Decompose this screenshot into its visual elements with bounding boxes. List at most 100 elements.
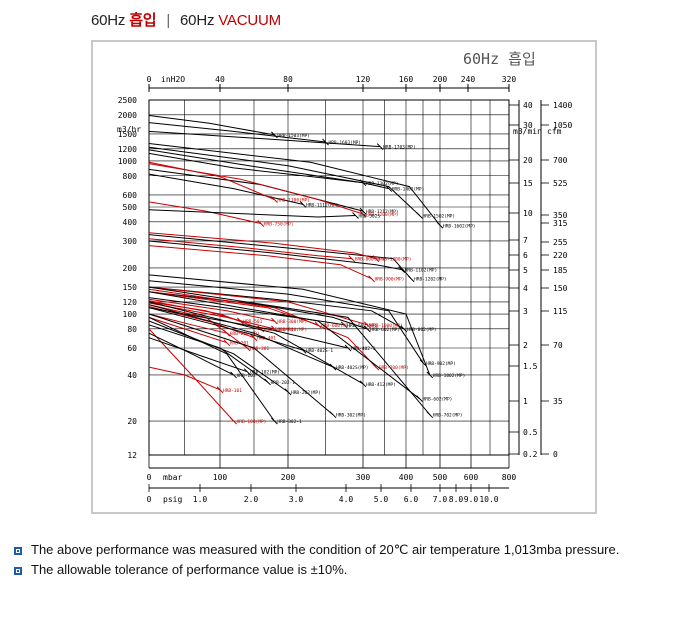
series-end-mark bbox=[230, 371, 237, 379]
heading-suction: 흡입 bbox=[129, 12, 157, 29]
series-label: HRB-1112(MP) bbox=[306, 202, 339, 208]
series-label: HRB-502(MP) bbox=[347, 323, 377, 329]
heading-separator: | bbox=[166, 12, 171, 29]
right-axis-tick-label-cfm: 185 bbox=[553, 266, 568, 275]
series-end-mark bbox=[368, 275, 375, 283]
top-axis-tick-label: 0 bbox=[147, 75, 152, 84]
series-label: HRB-402S(MP) bbox=[336, 365, 369, 371]
left-axis-tick-label: 1000 bbox=[118, 157, 137, 166]
top-axis-tick-label: 120 bbox=[356, 75, 371, 84]
series-end-mark bbox=[243, 368, 251, 376]
series-label: HRB-900(MP) bbox=[375, 277, 405, 283]
series-line bbox=[148, 297, 345, 326]
series-label: HRB-500(MP) bbox=[264, 327, 294, 333]
series-line bbox=[148, 286, 431, 416]
bottom-axis-tick-label-psig: 0 bbox=[147, 495, 152, 504]
bottom-axis-tick-label-psig: 2.0 bbox=[244, 495, 259, 504]
bottom-axis-tick-label-mbar: 0 bbox=[147, 473, 152, 482]
series-label: HRB-302(MP) bbox=[336, 413, 366, 419]
series-end-mark bbox=[416, 212, 423, 219]
series-line bbox=[148, 201, 261, 224]
series-line bbox=[148, 149, 389, 190]
series-label: HRB-602(MP) bbox=[370, 327, 400, 333]
series-end-mark bbox=[372, 363, 380, 371]
bottom-axis-tick-label-mbar: 500 bbox=[433, 473, 448, 482]
series-line bbox=[148, 298, 275, 322]
series-line bbox=[148, 302, 275, 330]
note-1-text: The above performance was measured with … bbox=[31, 542, 620, 557]
left-axis-tick-label: 20 bbox=[127, 417, 137, 426]
top-axis-tick-label: 320 bbox=[502, 75, 517, 84]
top-axis-label: inH2O bbox=[161, 75, 185, 84]
series-end-mark bbox=[372, 255, 380, 262]
right-axis-tick-label-m3min: 7 bbox=[523, 236, 528, 245]
note-2: The allowable tolerance of performance v… bbox=[14, 562, 347, 577]
plot-border bbox=[148, 99, 510, 456]
series-end-mark bbox=[322, 138, 329, 146]
right-axis-tick-label-cfm: 115 bbox=[553, 307, 568, 316]
series-label: HRB-1503(MP) bbox=[277, 133, 310, 139]
series-label: HRB-102(MP) bbox=[250, 370, 280, 376]
left-axis-tick-label: 40 bbox=[127, 371, 137, 380]
left-axis-tick-label: 800 bbox=[123, 172, 138, 181]
left-axis-tick-label: 1200 bbox=[118, 145, 137, 154]
series-line bbox=[148, 115, 275, 136]
series-line bbox=[148, 234, 412, 280]
left-axis-tick-label: 200 bbox=[123, 264, 138, 273]
series-line bbox=[148, 122, 326, 143]
right-axis-tick-label-cfm: 0 bbox=[553, 450, 558, 459]
right-axis-tick-label-cfm: 1050 bbox=[553, 121, 572, 130]
series-line bbox=[148, 274, 431, 376]
series-label: HRB-1603(MP) bbox=[329, 140, 362, 146]
series-line bbox=[148, 152, 364, 184]
series-end-mark bbox=[359, 380, 367, 388]
chart-title: 60Hz 흡입 bbox=[463, 50, 536, 68]
series-label: HRB-402S-1 bbox=[306, 348, 333, 354]
left-axis-tick-label: 500 bbox=[123, 203, 138, 212]
series-end-mark bbox=[352, 212, 359, 219]
right-axis-tick-label-m3min: 10 bbox=[523, 209, 533, 218]
left-axis-tick-label: 600 bbox=[123, 191, 138, 200]
series-label: HRB-1300(MP) bbox=[379, 257, 412, 263]
series-end-mark bbox=[271, 317, 278, 325]
right-axis-tick-label-cfm: 255 bbox=[553, 238, 568, 247]
series-label: HRB-1212(MP) bbox=[366, 209, 399, 215]
right-axis-tick-label-cfm: 350 bbox=[553, 211, 568, 220]
series-end-mark bbox=[416, 395, 423, 403]
left-axis-tick-label: 80 bbox=[127, 325, 137, 334]
series-line bbox=[148, 291, 368, 330]
series-end-mark bbox=[250, 334, 258, 342]
series-end-mark bbox=[299, 201, 307, 208]
heading-vacuum: VACUUM bbox=[218, 12, 281, 29]
series-label: HRB-1202(MP) bbox=[414, 277, 447, 283]
series-line bbox=[148, 143, 441, 226]
series-line bbox=[148, 313, 227, 334]
series-line bbox=[148, 238, 352, 260]
bottom-axis-tick-label-psig: 8.0 bbox=[449, 495, 464, 504]
right-axis-tick-label-m3min: 5 bbox=[523, 266, 528, 275]
left-axis-tick-label: 1500 bbox=[118, 130, 137, 139]
bottom-axis-label-psig: psig bbox=[163, 495, 182, 504]
right-axis-tick-label-m3min: 30 bbox=[523, 121, 533, 130]
left-axis-tick-label: 2000 bbox=[118, 111, 137, 120]
left-axis-tick-label: 2500 bbox=[118, 96, 137, 105]
series-label: HRB-302S bbox=[359, 214, 381, 220]
left-axis-tick-label: 300 bbox=[123, 237, 138, 246]
series-label: HRB-400(MP) bbox=[277, 327, 307, 333]
page-heading: 60Hz 흡입 | 60Hz VACUUM bbox=[91, 9, 281, 30]
right-axis-tick-label-m3min: 20 bbox=[523, 156, 533, 165]
series-label: HRB-412(MP) bbox=[366, 382, 396, 388]
series-line bbox=[148, 280, 424, 364]
bottom-axis-tick-label-mbar: 200 bbox=[281, 473, 296, 482]
bottom-axis-tick-label-mbar: 300 bbox=[356, 473, 371, 482]
series-end-mark bbox=[223, 339, 231, 347]
bottom-axis-label-mbar: mbar bbox=[163, 473, 182, 482]
right-axis-tick-label-cfm: 35 bbox=[553, 397, 563, 406]
series-line bbox=[148, 173, 304, 205]
right-axis-tick-label-m3min: 15 bbox=[523, 179, 533, 188]
right-axis-tick-label-cfm: 700 bbox=[553, 156, 568, 165]
bottom-axis-tick-label-mbar: 100 bbox=[213, 473, 228, 482]
series-line bbox=[148, 307, 349, 349]
series-end-mark bbox=[400, 325, 408, 333]
right-axis-tick-label-m3min: 3 bbox=[523, 307, 528, 316]
